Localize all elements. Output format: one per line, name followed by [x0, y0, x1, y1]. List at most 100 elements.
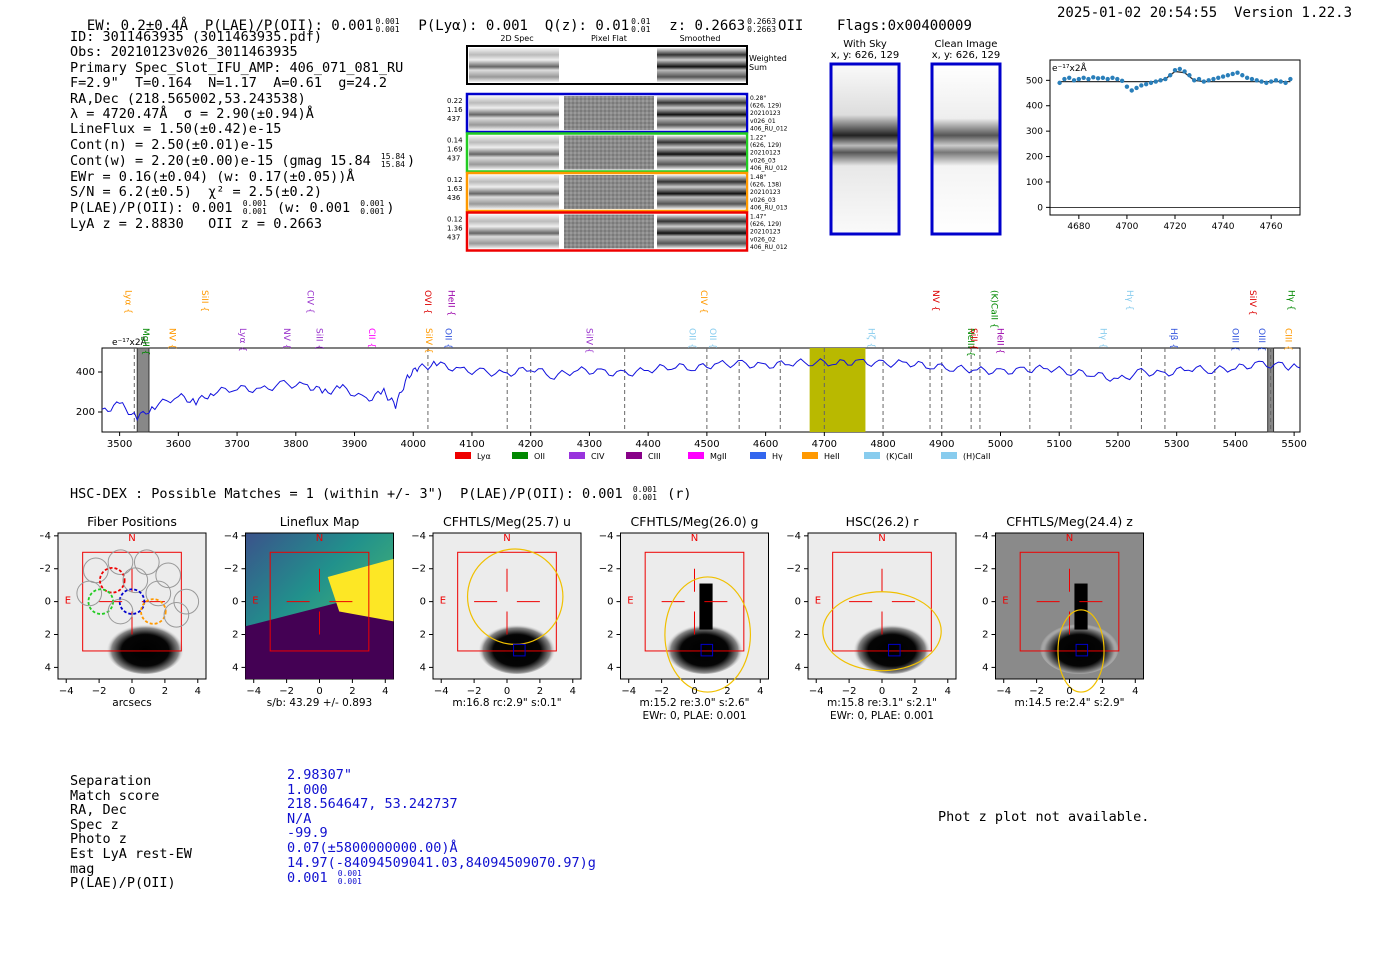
spec-line-id-label: SiII {	[199, 290, 209, 312]
panel-xtick-label: 4	[757, 686, 763, 697]
spectra-cutouts: 2D Spec Pixel Flat Smoothed Weighted Sum…	[447, 34, 788, 252]
galaxy-blob	[477, 621, 557, 674]
spec-xtick-label: 5500	[1281, 439, 1306, 450]
panel-xtick-label: 4	[195, 686, 201, 697]
panel-caption: m:15.8 re:3.1" s:2.1"	[827, 697, 937, 709]
col-smooth-label: Smoothed	[680, 34, 721, 43]
weighted-label2: Sum	[749, 63, 767, 72]
fit-xtick-label: 4720	[1164, 222, 1187, 232]
cutout-right-label: v026_03	[750, 197, 776, 204]
panel-xtick-label: −2	[842, 686, 857, 697]
flags-value: Flags:0x00400009	[837, 18, 972, 34]
value-plae-lo: 0.001	[337, 877, 362, 887]
aperture-box	[832, 551, 932, 652]
panel-xtick-label: 4	[1132, 686, 1138, 697]
fit-data-point	[1115, 76, 1120, 82]
ew-value: EW: 0.2±0.4Å	[86, 18, 189, 34]
north-label: N	[691, 533, 698, 544]
cutout-right-label: (626, 129)	[750, 103, 781, 110]
cutout-pixel-flat	[564, 214, 654, 249]
info-plae-w: (w: 0.001	[276, 200, 351, 217]
z-hi: 0.2663	[747, 17, 777, 26]
spec-xtick-label: 5300	[1164, 439, 1189, 450]
header-summary: EW: 0.2±0.4Å P(LAE)/P(OII): 0.001 0.001 0.…	[70, 2, 972, 35]
cutout-right-label: (626, 129)	[750, 221, 781, 228]
spec-xtick-label: 4100	[459, 439, 484, 450]
spec-line-id-label: HeII {	[995, 328, 1005, 354]
cutout-left-label: 1.69	[447, 146, 463, 154]
panel-ytick-label: 0	[45, 597, 51, 608]
spec-xtick-label: 3600	[166, 439, 191, 450]
qz-value: Q(z): 0.01	[544, 18, 630, 34]
spec-legend-swatch	[455, 452, 471, 459]
with-sky-xy: x, y: 626, 129	[831, 50, 900, 61]
info-lineflux: LineFlux = 1.50(±0.42)e-15	[70, 121, 282, 138]
spec-line-id-label: CIII {	[1282, 328, 1292, 351]
info-plae-hi: 0.001	[242, 199, 267, 209]
panel-xtick-label: −4	[809, 686, 824, 697]
spec-line-id-label: (K)CaII {	[989, 290, 999, 329]
cutout-right-label: 20210123	[750, 110, 781, 117]
panel-xtick-label: −4	[621, 686, 636, 697]
cutout-right-label: v026_01	[750, 118, 776, 125]
spec-xtick-label: 3700	[224, 439, 249, 450]
spec-legend-swatch	[802, 452, 818, 459]
qz-hi: 0.01	[631, 17, 651, 26]
z-lo: 0.2663	[747, 25, 777, 34]
panel-ytick-label: −2	[974, 564, 989, 575]
qz-lo: 0.01	[631, 25, 651, 34]
cutout-right-label: 20210123	[750, 229, 781, 236]
value-plae-hi: 0.001	[337, 869, 362, 879]
fit-data-point	[1148, 80, 1154, 86]
cutout-right-label: 20210123	[750, 150, 781, 157]
info-contw: Cont(w) = 2.20(±0.00)e-15 (gmag 15.84	[70, 153, 371, 170]
panel-ytick-label: −2	[786, 564, 801, 575]
clean-xy: x, y: 626, 129	[932, 50, 1001, 61]
cutout-left-label: 437	[447, 234, 460, 242]
label-spec-z: Spec z	[70, 816, 119, 833]
spec-xtick-label: 5100	[1046, 439, 1071, 450]
spec-line-id-label: SiIV {	[1247, 290, 1257, 316]
fiber-circle	[122, 567, 149, 594]
value-plae-row: 0.001 0.001 0.001	[287, 870, 596, 886]
aperture-box	[457, 551, 557, 652]
cutout-right-label: 406_RU_012	[750, 125, 788, 132]
panel-xtick-label: 0	[504, 686, 510, 697]
info-fline: F=2.9" T=0.164 N=1.17 A=0.61 g=24.2	[70, 75, 387, 92]
hsc-title-tail: (r)	[667, 486, 692, 502]
panel-title: Lineflux Map	[280, 514, 360, 529]
cutout-right-label: (626, 129)	[750, 142, 781, 149]
fit-data-point	[1062, 76, 1067, 82]
cutout-left-label: 0.14	[447, 137, 463, 145]
cutout-right-label: 0.28"	[750, 95, 766, 102]
spec-legend-swatch	[750, 452, 766, 459]
panel-xtick-label: −2	[279, 686, 294, 697]
fiber-circle	[173, 588, 200, 615]
fiber-circle	[163, 601, 190, 628]
panel-ytick-label: −4	[974, 531, 989, 542]
panel-ytick-label: 2	[607, 630, 613, 641]
fit-data-point	[1225, 73, 1231, 78]
spec-legend-swatch	[512, 452, 528, 459]
fit-data-point	[1071, 78, 1077, 83]
lineflux-peak-region	[327, 558, 394, 622]
fit-data-point	[1206, 78, 1211, 83]
panel-xtick-label: 0	[129, 686, 135, 697]
panel-ytick-label: −2	[411, 564, 426, 575]
info-plae-w-hi: 0.001	[360, 199, 385, 209]
value-plae: 0.001	[287, 870, 328, 887]
panel-xtick-label: −4	[59, 686, 74, 697]
cutout-right-label: 1.22"	[750, 135, 766, 142]
panel-ytick-label: 4	[795, 662, 801, 673]
z-line: OII	[778, 18, 804, 34]
plya-value: P(Lyα): 0.001	[418, 18, 528, 34]
panel-ytick-label: −2	[40, 564, 51, 575]
east-label: E	[440, 595, 446, 606]
sky-images: With Sky x, y: 626, 129 Clean Image x, y…	[829, 39, 1002, 236]
fit-data-point	[1196, 76, 1202, 82]
weighted-sum-row: Weighted Sum	[466, 45, 787, 85]
panel-ytick-label: 4	[607, 662, 613, 673]
info-radec: RA,Dec (218.565002,53.243538)	[70, 90, 306, 107]
panel-xtick-label: −4	[434, 686, 449, 697]
hsc-dex-title: HSC-DEX : Possible Matches = 1 (within +…	[70, 486, 692, 503]
